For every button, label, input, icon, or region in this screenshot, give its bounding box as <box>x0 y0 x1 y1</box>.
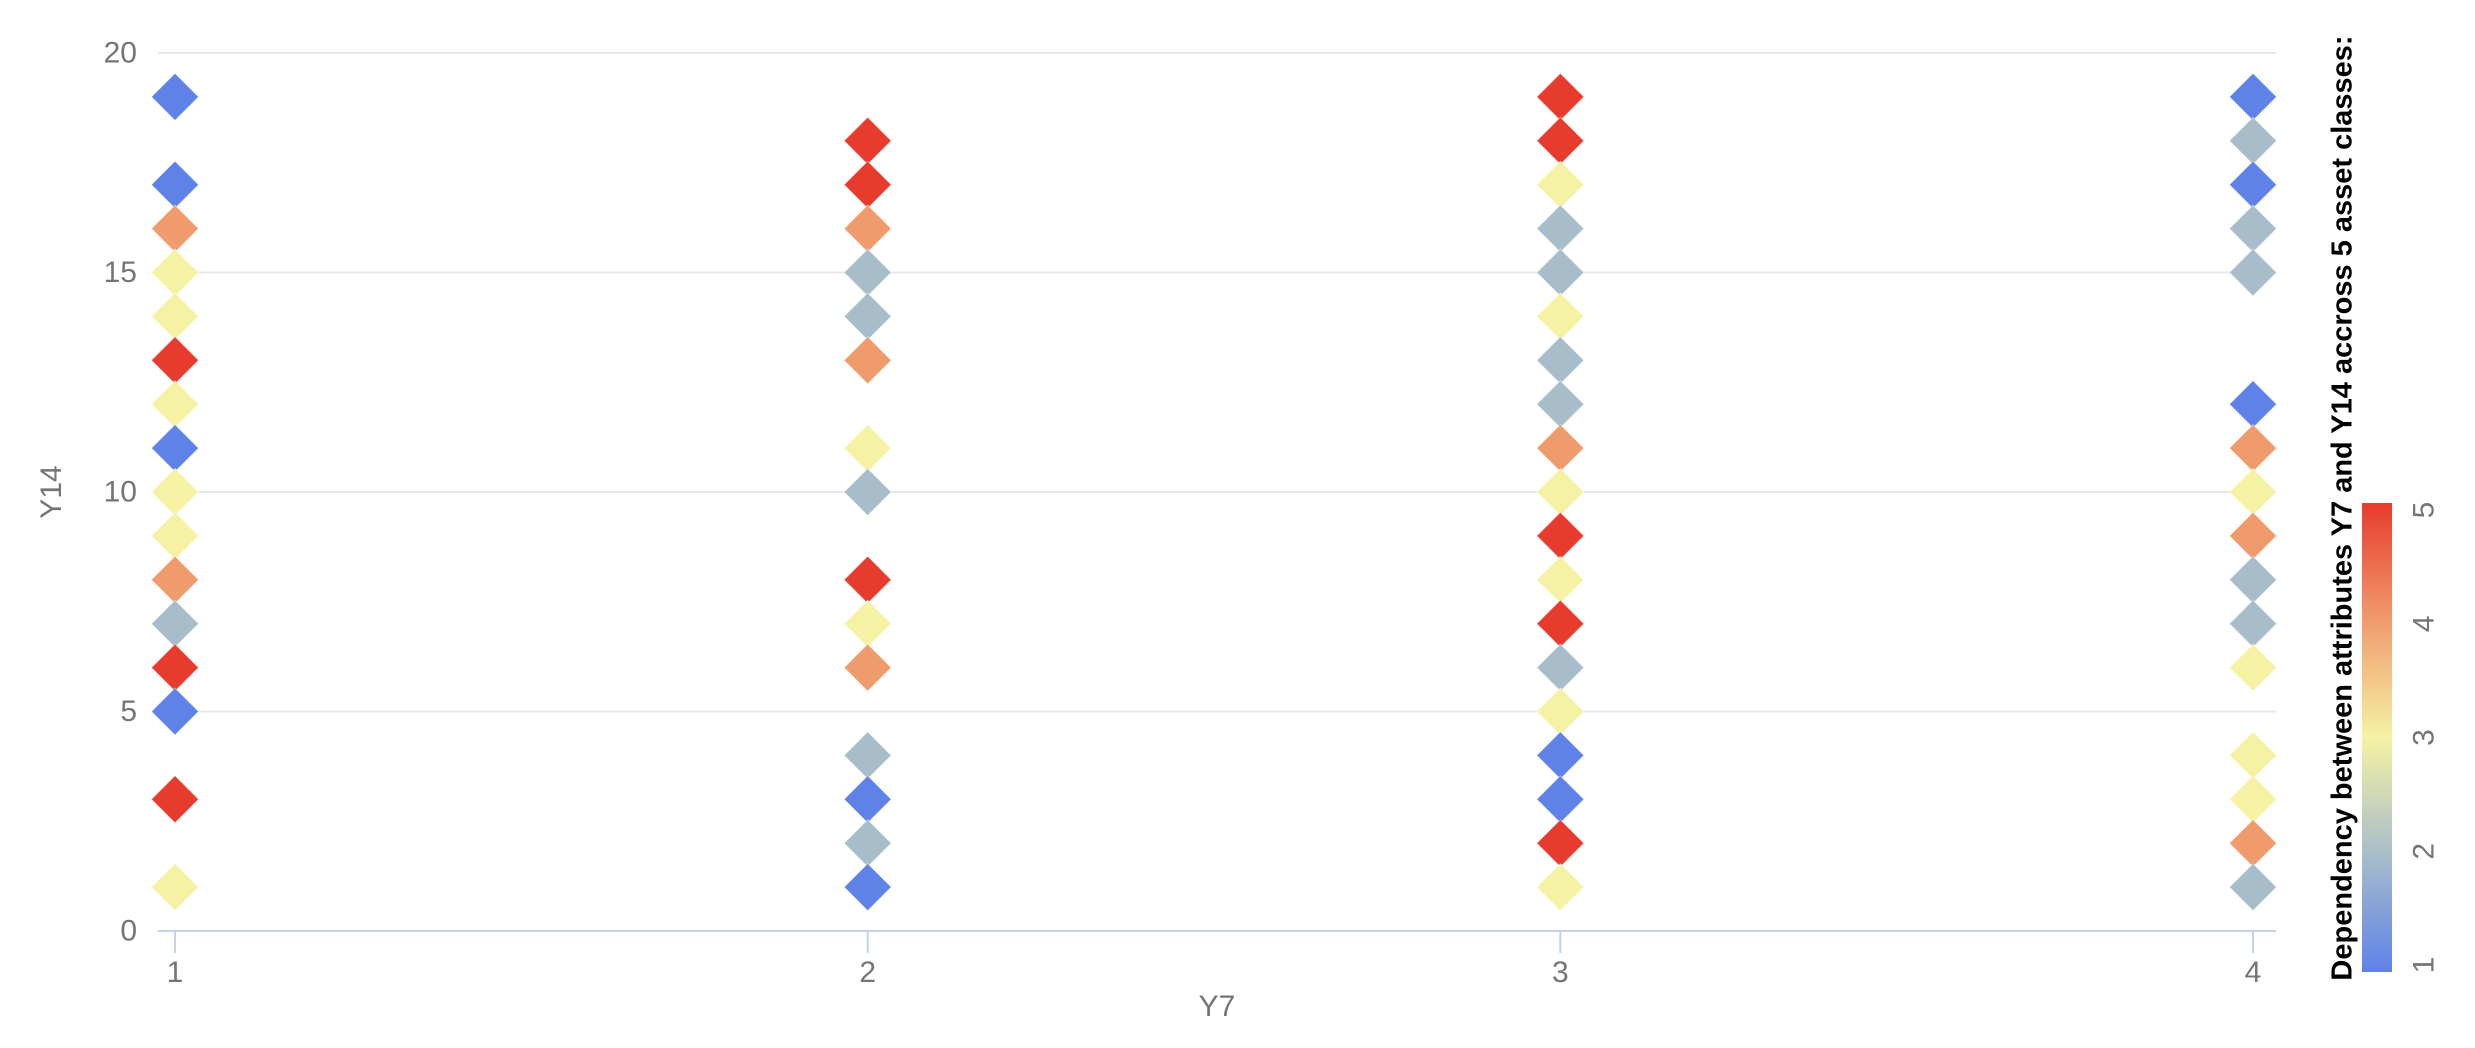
data-point[interactable] <box>1536 818 1585 868</box>
data-point[interactable] <box>843 862 892 912</box>
data-point[interactable] <box>2228 599 2278 648</box>
data-point[interactable] <box>1536 862 1585 912</box>
data-point[interactable] <box>2228 555 2278 605</box>
colorbar-tick-label: 3 <box>2408 729 2441 746</box>
data-point[interactable] <box>843 204 892 253</box>
data-point[interactable] <box>2228 204 2278 253</box>
data-point[interactable] <box>843 160 892 209</box>
data-point[interactable] <box>2228 775 2278 824</box>
colorbar-tick-label: 4 <box>2408 615 2441 632</box>
data-point[interactable] <box>2228 818 2278 868</box>
data-point[interactable] <box>150 599 200 648</box>
data-point[interactable] <box>2228 862 2278 912</box>
x-tick-label: 3 <box>1552 956 1569 989</box>
y-tick-label: 0 <box>120 915 137 948</box>
x-tick-label: 4 <box>2245 956 2262 989</box>
data-point[interactable] <box>2228 511 2278 561</box>
data-point[interactable] <box>843 775 892 824</box>
data-point[interactable] <box>2228 160 2278 209</box>
data-point[interactable] <box>150 555 200 605</box>
data-point[interactable] <box>1536 423 1585 473</box>
data-point[interactable] <box>843 555 892 605</box>
data-point[interactable] <box>150 160 200 209</box>
y-tick-label: 5 <box>120 695 137 728</box>
data-point[interactable] <box>1536 599 1585 648</box>
data-point[interactable] <box>2228 467 2278 517</box>
data-point[interactable] <box>150 643 200 692</box>
data-point[interactable] <box>843 248 892 297</box>
data-point[interactable] <box>1536 204 1585 253</box>
data-point[interactable] <box>1536 687 1585 736</box>
data-point[interactable] <box>150 336 200 385</box>
colorbar-tick-label: 1 <box>2408 957 2441 974</box>
colorbar-tick-label: 2 <box>2408 843 2441 860</box>
data-point[interactable] <box>843 731 892 780</box>
data-point[interactable] <box>150 862 200 912</box>
x-tick-label: 2 <box>859 956 876 989</box>
data-point[interactable] <box>1536 731 1585 780</box>
data-point[interactable] <box>843 643 892 692</box>
data-point[interactable] <box>150 72 200 122</box>
data-point[interactable] <box>843 467 892 517</box>
data-point[interactable] <box>2228 379 2278 429</box>
data-point[interactable] <box>843 116 892 166</box>
data-point[interactable] <box>2228 423 2278 473</box>
colorbar-gradient <box>2362 503 2392 972</box>
chart-title: Dependency between attributes Y7 and Y14… <box>2326 35 2359 981</box>
data-point[interactable] <box>150 511 200 561</box>
data-point[interactable] <box>150 423 200 473</box>
y-tick-label: 10 <box>104 476 137 509</box>
data-point[interactable] <box>150 248 200 297</box>
x-axis-title: Y7 <box>1198 990 1236 1023</box>
data-point[interactable] <box>843 599 892 648</box>
data-point[interactable] <box>1536 379 1585 429</box>
data-point[interactable] <box>1536 336 1585 385</box>
data-point[interactable] <box>843 336 892 385</box>
data-point[interactable] <box>1536 160 1585 209</box>
colorbar-tick-label: 5 <box>2408 502 2441 519</box>
data-point[interactable] <box>150 204 200 253</box>
y-axis-title: Y14 <box>35 465 68 519</box>
data-point[interactable] <box>843 292 892 341</box>
data-point[interactable] <box>1536 292 1585 341</box>
data-point[interactable] <box>150 775 200 824</box>
data-point[interactable] <box>150 292 200 341</box>
data-point[interactable] <box>150 687 200 736</box>
data-point[interactable] <box>1536 643 1585 692</box>
data-point[interactable] <box>1536 775 1585 824</box>
data-point[interactable] <box>1536 467 1585 517</box>
x-tick-label: 1 <box>167 956 184 989</box>
data-point[interactable] <box>1536 72 1585 122</box>
data-point[interactable] <box>2228 731 2278 780</box>
data-point[interactable] <box>843 423 892 473</box>
data-point[interactable] <box>1536 116 1585 166</box>
data-point[interactable] <box>2228 248 2278 297</box>
data-point[interactable] <box>2228 72 2278 122</box>
data-point[interactable] <box>2228 643 2278 692</box>
data-point[interactable] <box>150 379 200 429</box>
data-point[interactable] <box>150 467 200 517</box>
y-tick-label: 20 <box>104 37 137 70</box>
data-point[interactable] <box>843 818 892 868</box>
y-tick-label: 15 <box>104 256 137 289</box>
data-point[interactable] <box>2228 116 2278 166</box>
data-point[interactable] <box>1536 511 1585 561</box>
data-point[interactable] <box>1536 555 1585 605</box>
data-point[interactable] <box>1536 248 1585 297</box>
